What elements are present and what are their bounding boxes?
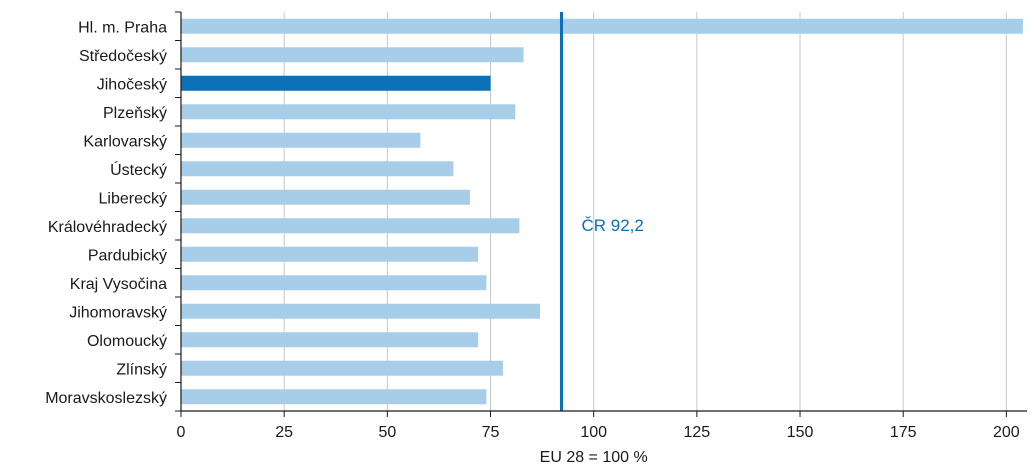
category-label: Zlínský [116,361,167,378]
bar [181,132,421,148]
x-tick-label: 150 [787,424,814,441]
x-tick-label: 125 [684,424,711,441]
reference-line-label: ČR 92,2 [581,216,643,235]
category-label: Hl. m. Praha [78,19,167,36]
category-label: Plzeňský [103,105,167,122]
grid-lines [283,12,1007,411]
bar [181,218,520,234]
bar [181,246,479,262]
bar [181,104,516,120]
axes [175,11,1027,417]
x-tick-label: 100 [580,424,607,441]
x-tick-label: 175 [890,424,917,441]
category-label: Olomoucký [87,333,167,350]
category-labels: Hl. m. Praha Středočeský Jihočeský Plzeňský… [45,19,167,407]
category-label: Středočeský [79,48,167,65]
bar [181,189,470,205]
bar [181,47,524,63]
bar [181,389,487,405]
category-label: Jihomoravský [69,304,167,321]
x-tick-label: 50 [378,424,396,441]
bar [181,275,487,291]
category-label: Liberecký [99,190,167,207]
bar [181,75,491,91]
category-label: Jihočeský [97,76,167,93]
bar [181,303,541,319]
x-tick-label: 200 [993,424,1020,441]
bar [181,18,1023,34]
category-label: Ústecký [110,160,167,179]
bars [181,18,1023,405]
x-axis-title: EU 28 = 100 % [540,449,648,466]
category-label: Pardubický [88,247,167,264]
x-tick-label: 0 [177,424,186,441]
x-tick-label: 75 [482,424,500,441]
category-label: Moravskoslezský [45,390,167,407]
bar [181,161,454,177]
category-label: Kraj Vysočina [70,276,167,293]
x-tick-label: 25 [275,424,293,441]
bar [181,332,479,348]
category-label: Královéhradecký [48,219,167,236]
x-tick-labels: 0 25 50 75 100 125 150 175 200 [177,424,1020,441]
category-label: Karlovarský [83,133,167,150]
bar [181,360,503,376]
